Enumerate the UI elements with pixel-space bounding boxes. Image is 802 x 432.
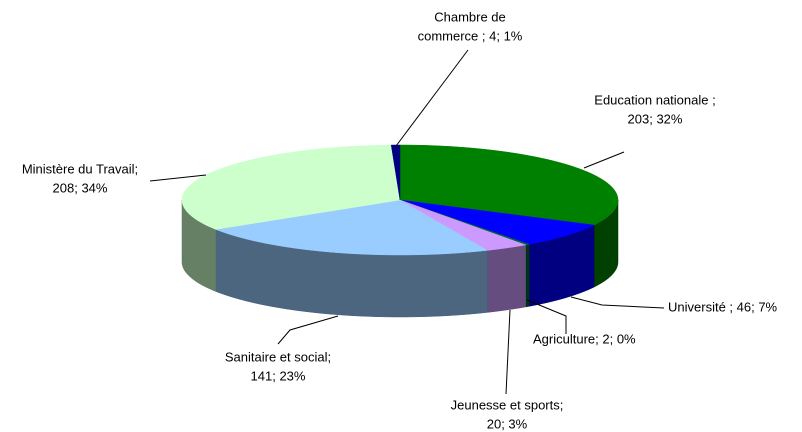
data-label: Université ; 46; 7%: [668, 299, 778, 314]
leader-line: [395, 49, 469, 147]
data-label: 141; 23%: [251, 368, 306, 383]
data-label: Agriculture; 2; 0%: [533, 331, 636, 346]
data-label: commerce ; 4; 1%: [418, 28, 523, 43]
leader-lines: [149, 49, 665, 395]
data-label: 20; 3%: [487, 416, 528, 431]
data-label: Education nationale ;: [594, 92, 715, 107]
data-labels: Education nationale ; 203; 32% Université …: [22, 9, 778, 431]
leader-line: [583, 151, 625, 169]
leader-line: [149, 174, 207, 182]
leader-line: [505, 309, 511, 395]
leader-line: [526, 299, 567, 334]
data-label: 208; 34%: [53, 180, 108, 195]
pie-side: [525, 243, 530, 308]
pie-slice: [214, 199, 489, 256]
leader-line: [277, 315, 339, 345]
data-label: Sanitaire et social;: [225, 349, 331, 364]
leader-line: [570, 296, 665, 309]
data-label: Jeunesse et sports;: [451, 397, 564, 412]
pie-slice: [399, 199, 595, 245]
pie-slice: [390, 144, 401, 201]
pie-side: [487, 244, 526, 313]
pie-sides: [181, 199, 619, 318]
pie-slice: [399, 144, 619, 226]
pie-slice: [181, 144, 401, 230]
pie-slice: [399, 199, 527, 251]
pie-tops: [181, 144, 619, 256]
data-label: Chambre de: [434, 9, 506, 24]
data-label: Ministère du Travail;: [22, 161, 138, 176]
data-label: 203; 32%: [628, 111, 683, 126]
